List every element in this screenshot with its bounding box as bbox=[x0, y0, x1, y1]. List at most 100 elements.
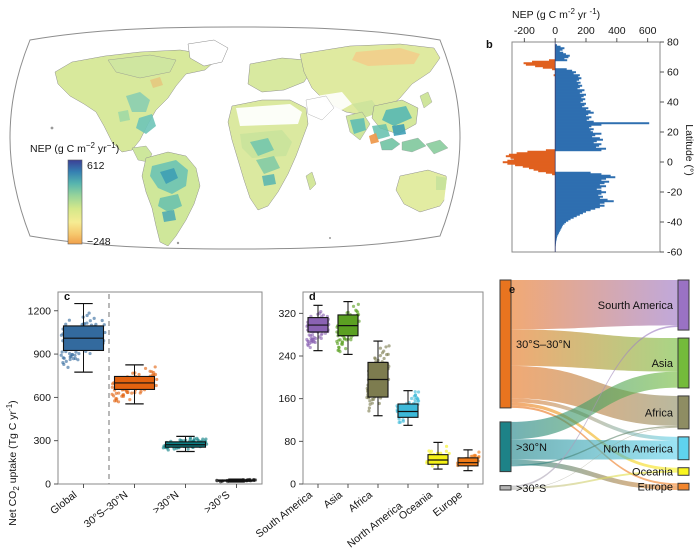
panel-b-bar-negative bbox=[525, 63, 556, 66]
panel-b-bar-positive bbox=[555, 93, 586, 96]
sankey-target-node[interactable] bbox=[677, 279, 690, 331]
boxplot-point bbox=[401, 419, 405, 423]
panel-b-bar-negative bbox=[510, 156, 556, 159]
panel-b-bar-positive bbox=[555, 173, 602, 176]
panel-b-bar-positive bbox=[555, 89, 585, 92]
panel-b-bar-positive bbox=[555, 185, 607, 188]
panel-b-bar-positive bbox=[555, 195, 603, 198]
panel-b-bar-positive bbox=[555, 57, 565, 60]
sankey-target-label: Oceania bbox=[632, 467, 674, 479]
panel-b-bar-positive bbox=[555, 234, 558, 237]
panel-b-bar-positive bbox=[555, 236, 558, 239]
panel-b-bar-positive bbox=[555, 117, 590, 120]
panel-b-bar-negative bbox=[553, 74, 556, 77]
sankey-source-node[interactable] bbox=[499, 279, 512, 409]
boxplot-point bbox=[154, 383, 158, 388]
sankey-target-label: Africa bbox=[645, 407, 674, 419]
boxplot-point bbox=[66, 365, 70, 369]
panel-b-bar-positive bbox=[555, 215, 577, 218]
panel-b-bar-positive bbox=[555, 219, 569, 222]
panel-c-ytick-label: 900 bbox=[33, 349, 51, 361]
boxplot-point bbox=[477, 450, 481, 454]
panel-b-bar-positive bbox=[555, 81, 581, 84]
panel-b-bar-positive bbox=[555, 108, 586, 111]
panel-b-bar-positive bbox=[555, 90, 583, 93]
panel-b-bar-positive bbox=[555, 138, 603, 141]
sankey-flow bbox=[511, 398, 678, 441]
boxplot-point bbox=[319, 333, 323, 337]
panel-b-xtick-label: -200 bbox=[514, 25, 535, 37]
boxplot-box bbox=[113, 364, 156, 405]
boxplot-point bbox=[429, 449, 434, 453]
panel-b-bar-positive bbox=[555, 78, 580, 81]
panel-b-bar-positive bbox=[555, 119, 587, 122]
boxplot-point bbox=[344, 347, 348, 351]
boxplot-point bbox=[413, 397, 417, 402]
boxplot-point bbox=[472, 453, 477, 457]
panel-b-bar-positive bbox=[555, 104, 585, 107]
boxplot-point bbox=[188, 436, 193, 440]
panel-e-sankey: 30°S–30°N >30°N >30°S Sourth America Asia Afr… bbox=[492, 268, 700, 553]
boxplot-point bbox=[201, 437, 205, 441]
sankey-target-node[interactable] bbox=[677, 467, 690, 476]
boxplot-point bbox=[153, 372, 158, 377]
panel-b-bar-positive bbox=[555, 51, 564, 54]
boxplot-point bbox=[131, 371, 135, 375]
panel-b-bar-positive bbox=[555, 113, 589, 116]
boxplot-point bbox=[130, 391, 134, 395]
sankey-flow bbox=[511, 459, 678, 490]
panel-d-xtick-label: Europe bbox=[431, 489, 465, 519]
boxplot-point bbox=[128, 398, 132, 402]
panel-b-bar-positive bbox=[555, 123, 602, 126]
sankey-target-node[interactable] bbox=[677, 482, 690, 491]
panel-b-bar-positive bbox=[555, 177, 607, 180]
panel-b-bar-negative bbox=[533, 168, 556, 171]
panel-b-bar-negative bbox=[528, 167, 556, 170]
sankey-flow bbox=[511, 439, 678, 460]
panel-b-bar-positive bbox=[555, 120, 594, 123]
boxplot-point bbox=[62, 356, 66, 360]
boxplot-iqr-box bbox=[397, 403, 419, 418]
panel-b-bar-positive bbox=[555, 102, 586, 105]
boxplot-point bbox=[121, 393, 125, 397]
boxplot-point bbox=[143, 366, 148, 371]
panel-b-bar-negative bbox=[513, 158, 556, 161]
sankey-source-node[interactable] bbox=[499, 421, 512, 473]
boxplot-point bbox=[73, 356, 78, 361]
boxplot-point bbox=[380, 351, 385, 355]
boxplot-point bbox=[100, 318, 104, 323]
sankey-flow bbox=[511, 427, 678, 490]
boxplot-point bbox=[337, 345, 341, 350]
boxplot-point bbox=[398, 420, 402, 424]
panel-d-label: d bbox=[309, 291, 316, 303]
boxplot-point bbox=[368, 399, 372, 403]
boxplot-box bbox=[62, 302, 105, 373]
boxplot-point bbox=[310, 333, 315, 337]
panel-b-ytick-label: -20 bbox=[667, 187, 682, 199]
boxplot-iqr-box bbox=[457, 457, 479, 467]
panel-d-xtick-label: Asia bbox=[321, 489, 345, 511]
panel-c-ytick-label: 1200 bbox=[28, 305, 52, 317]
panel-b-bar-positive bbox=[555, 111, 594, 114]
boxplot-point bbox=[413, 390, 417, 394]
map-svg: a bbox=[9, 26, 461, 250]
sankey-target-node[interactable] bbox=[677, 337, 690, 389]
sankey-target-node[interactable] bbox=[677, 436, 690, 461]
panel-b-bar-positive bbox=[555, 95, 584, 98]
boxplot-point bbox=[70, 353, 74, 357]
boxplot-point bbox=[88, 351, 92, 356]
panel-e-plot-area: 30°S–30°N >30°N >30°S Sourth America Asia Afr… bbox=[499, 279, 690, 495]
panel-b-bar-negative bbox=[538, 170, 556, 173]
panel-b-bar-negative bbox=[552, 68, 556, 71]
panel-d-continental-boxplot: d 0 80 160 240 320 South America Asia Africa Nor… bbox=[254, 268, 500, 553]
panel-b-bar-positive bbox=[555, 114, 586, 117]
sankey-source-node[interactable] bbox=[499, 485, 512, 491]
panel-b-bar-negative bbox=[545, 149, 556, 152]
sankey-target-node[interactable] bbox=[677, 395, 690, 430]
panel-b-bar-positive bbox=[555, 200, 614, 203]
boxplot-point bbox=[444, 444, 449, 448]
panel-d-ytick-label: 80 bbox=[284, 436, 296, 448]
boxplot-point bbox=[62, 362, 66, 366]
